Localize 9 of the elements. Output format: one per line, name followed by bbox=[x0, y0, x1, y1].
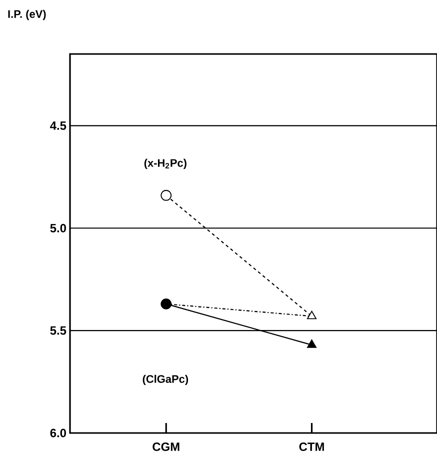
y-tick-label: 4.5 bbox=[50, 122, 66, 130]
annotation: (x-H$_{2}$Pc) bbox=[144, 158, 186, 170]
annotation: (ClGaPc) bbox=[142, 374, 188, 386]
x-tick-label: CGM bbox=[152, 442, 180, 451]
y-tick-label: 6.0 bbox=[50, 428, 66, 438]
x-tick-label: CTM bbox=[299, 442, 324, 451]
y-tick-label: 5.5 bbox=[50, 326, 66, 335]
y-tick-label: 5.0 bbox=[50, 224, 66, 232]
y-axis-title: I.P. (eV) bbox=[8, 10, 46, 20]
